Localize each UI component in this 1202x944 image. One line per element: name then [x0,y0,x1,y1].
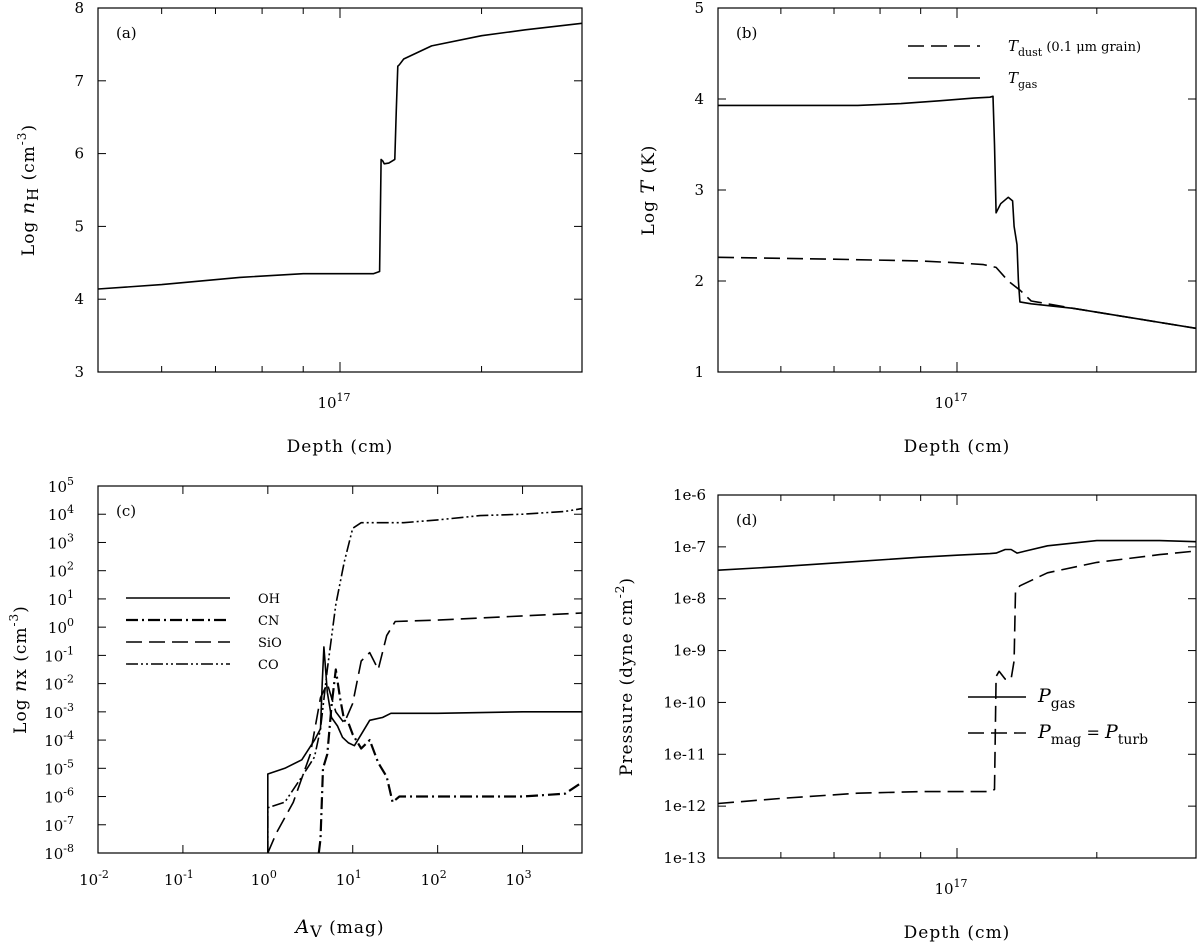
plot-frame [97,7,583,373]
y-tick-label: 1e-10 [663,693,706,711]
x-axis-label: Depth (cm) [287,437,394,457]
plot-frame [97,485,583,854]
panel-d: (d) 1e-13 1e-12 1e-11 1e-10 1e-9 1e-8 1e-7 1e-6 1… [613,486,1197,943]
y-tick-label: 5 [74,217,84,235]
y-tick-label: 10-6 [44,786,74,807]
y-tick-label: 1e-12 [663,797,706,815]
y-tick-label: 10-5 [44,757,74,778]
series-p-gas [718,539,1196,571]
y-tick-label: 105 [48,475,74,496]
y-tick-label: 1 [694,363,704,381]
x-axis-label: Depth (cm) [904,923,1011,943]
series-t-dust [718,256,1196,330]
y-axis-label: Pressure (dyne cm-2) [613,577,637,776]
series-sio [267,612,582,853]
x-tick-label: 10-2 [79,868,109,889]
series-oh [267,646,582,853]
panel-label: (a) [116,24,137,42]
panel-label: (c) [116,502,136,520]
y-tick-label: 1e-7 [673,538,706,556]
y-tick-label: 1e-8 [673,590,706,608]
series-t-gas [718,95,1196,330]
y-tick-label: 5 [694,0,704,17]
legend-label: Tgas [1008,69,1038,91]
y-tick-label: 3 [694,181,704,199]
legend-label: Tdust (0.1 μm grain) [1008,37,1141,59]
x-tick-label: 103 [506,868,532,889]
y-tick-label: 3 [74,363,84,381]
legend-label: Pmag = Pturb [1037,721,1148,748]
y-axis-label: Log nH (cm-3) [15,124,42,256]
legend-label: CN [258,614,279,629]
legend-label: SiO [258,636,282,651]
x-tick-label: 102 [421,868,447,889]
x-tick-label: 10-1 [164,868,194,889]
y-tick-label: 104 [48,503,74,524]
y-tick-label: 100 [48,616,74,637]
y-tick-label: 10-2 [44,673,74,694]
legend-label: Pgas [1037,685,1075,712]
y-tick-label: 1e-13 [663,849,706,867]
x-tick-label: 1017 [934,391,967,412]
series-p-mag [718,550,1196,805]
y-tick-label: 2 [694,272,704,290]
panel-a: (a) 3 4 5 6 7 8 1017 Depth (cm) Log nH (cm-3) [15,0,583,457]
x-tick-label: 101 [336,868,362,889]
y-axis-label: Log nx (cm-3) [7,605,31,734]
y-tick-label: 10-7 [44,814,74,835]
x-tick-label: 1017 [317,391,350,412]
x-tick-label: 100 [251,868,277,889]
y-tick-label: 10-8 [44,842,74,863]
y-tick-label: 1e-9 [673,642,706,660]
y-tick-label: 103 [48,531,74,552]
legend-label: CO [258,658,279,673]
series-n-h [98,22,582,290]
x-tick-label: 1017 [934,877,967,898]
y-tick-label: 102 [48,560,74,581]
y-axis-label: Log T (K) [637,145,659,236]
panel-b: (b) 1 2 3 4 5 1017 Depth (cm) Log T (K) Tdust (0.… [637,0,1197,457]
y-tick-label: 101 [48,588,74,609]
y-tick-label: 10-3 [44,701,74,722]
x-axis-label: Depth (cm) [904,437,1011,457]
y-tick-label: 8 [74,0,84,17]
y-tick-label: 7 [74,72,84,90]
series-cn [317,668,582,853]
y-tick-label: 1e-6 [673,486,706,504]
y-tick-label: 4 [74,290,84,308]
panel-label: (d) [736,511,757,529]
y-tick-label: 6 [74,145,84,163]
y-tick-label: 4 [694,90,704,108]
legend-label: OH [258,592,280,607]
panel-c: (c) 10-8 10-7 10-6 10-5 10-4 10-3 10-2 10-1 100 10… [7,475,583,941]
y-tick-label: 10-1 [44,644,74,665]
y-tick-label: 10-4 [44,729,74,750]
x-axis-label: AV (mag) [293,916,384,941]
panel-label: (b) [736,24,757,42]
series-co [267,507,582,853]
plot-frame [717,494,1197,859]
y-tick-label: 1e-11 [663,745,706,763]
